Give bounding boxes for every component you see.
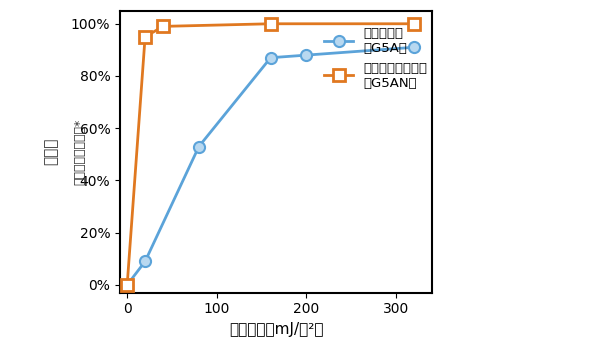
Text: （弊社独自基準）*: （弊社独自基準）*	[73, 119, 86, 185]
通常モデル
「G5A」	[195, 144, 202, 149]
窒素パージモデル
「G5AN」	[124, 283, 131, 287]
窒素パージモデル
「G5AN」	[160, 24, 167, 29]
Line: 窒素パージモデル
「G5AN」: 窒素パージモデル 「G5AN」	[122, 18, 419, 291]
窒素パージモデル
「G5AN」	[267, 22, 274, 26]
通常モデル
「G5A」	[303, 53, 310, 57]
Line: 通常モデル
「G5A」: 通常モデル 「G5A」	[122, 42, 419, 291]
Legend: 通常モデル
「G5A」, 窒素パージモデル
「G5AN」: 通常モデル 「G5A」, 窒素パージモデル 「G5AN」	[320, 23, 431, 94]
Text: 硬化度: 硬化度	[44, 138, 59, 165]
通常モデル
「G5A」	[410, 45, 418, 49]
X-axis label: 積算光量（mJ/㎝²）: 積算光量（mJ/㎝²）	[229, 322, 323, 337]
通常モデル
「G5A」	[267, 56, 274, 60]
通常モデル
「G5A」	[142, 259, 149, 263]
窒素パージモデル
「G5AN」	[410, 22, 418, 26]
通常モデル
「G5A」	[124, 283, 131, 287]
窒素パージモデル
「G5AN」	[142, 35, 149, 39]
